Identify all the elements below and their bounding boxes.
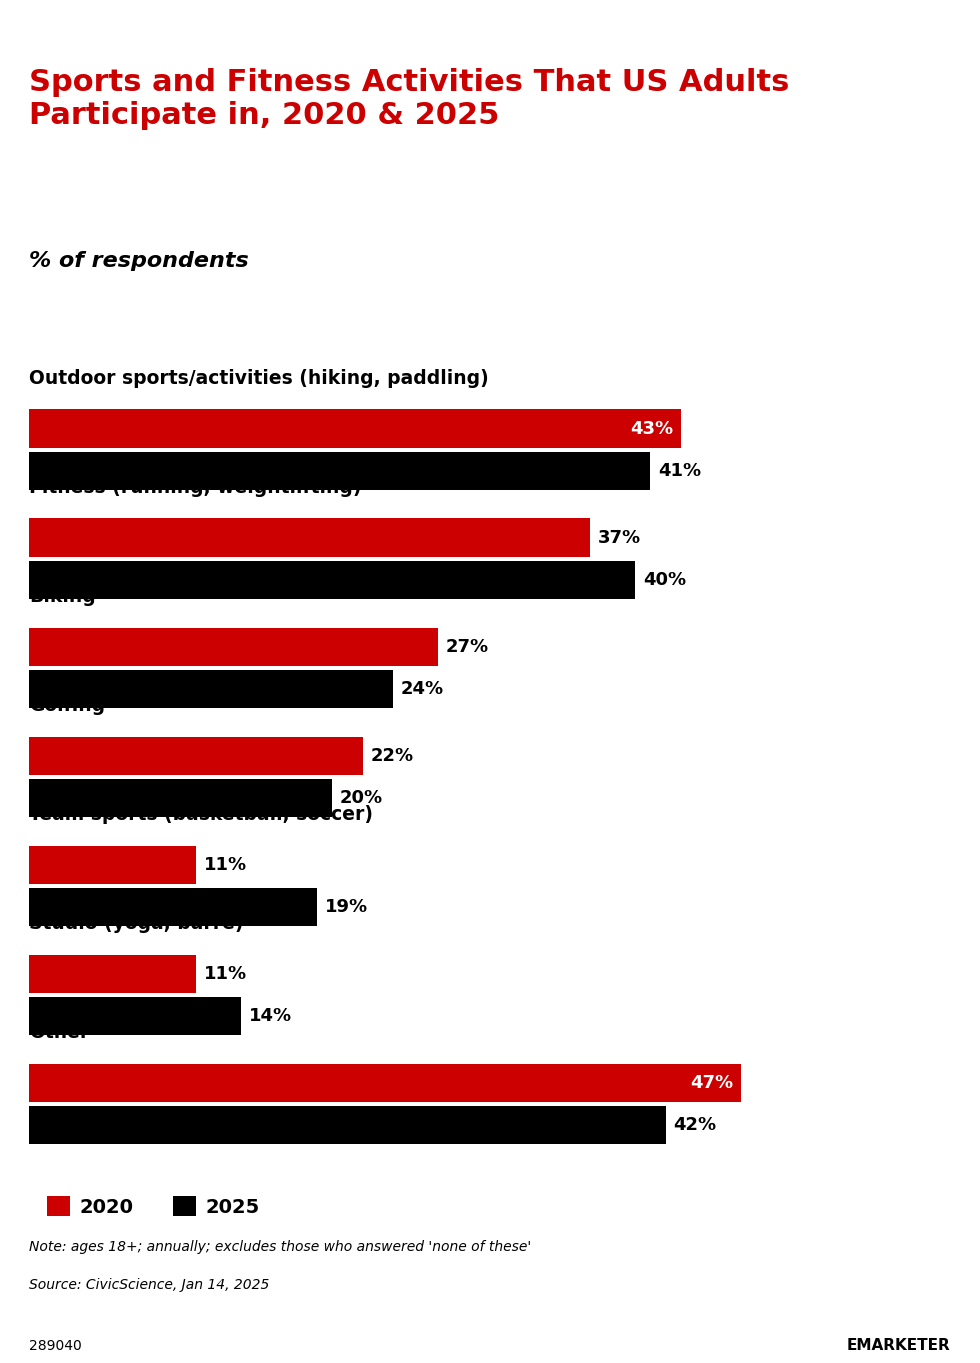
- Text: Golfing: Golfing: [29, 695, 106, 714]
- Bar: [29, 1107, 665, 1145]
- Text: EMARKETER: EMARKETER: [847, 1338, 951, 1353]
- Bar: [29, 889, 318, 927]
- Text: % of respondents: % of respondents: [29, 251, 249, 271]
- Legend: 2020, 2025: 2020, 2025: [39, 1189, 268, 1224]
- Bar: [29, 671, 393, 709]
- Text: 42%: 42%: [673, 1116, 716, 1134]
- Bar: [29, 845, 196, 883]
- Bar: [29, 409, 681, 447]
- Text: 24%: 24%: [401, 680, 444, 698]
- Text: 43%: 43%: [630, 420, 673, 438]
- Text: Source: CivicScience, Jan 14, 2025: Source: CivicScience, Jan 14, 2025: [29, 1278, 270, 1292]
- Text: 41%: 41%: [658, 462, 701, 480]
- Bar: [29, 453, 651, 491]
- Text: 47%: 47%: [691, 1074, 734, 1092]
- Bar: [29, 998, 241, 1036]
- Bar: [29, 562, 635, 600]
- Text: 19%: 19%: [324, 898, 368, 916]
- Bar: [29, 518, 590, 556]
- Text: Other: Other: [29, 1022, 89, 1041]
- Text: Studio (yoga, barre): Studio (yoga, barre): [29, 913, 244, 932]
- Bar: [29, 627, 438, 665]
- Text: 11%: 11%: [204, 856, 247, 874]
- Text: Outdoor sports/activities (hiking, paddling): Outdoor sports/activities (hiking, paddl…: [29, 368, 489, 387]
- Text: 20%: 20%: [340, 789, 383, 807]
- Text: Team sports (basketball, soccer): Team sports (basketball, soccer): [29, 804, 373, 823]
- Text: Fitness (running, weightlifting): Fitness (running, weightlifting): [29, 477, 362, 496]
- Bar: [29, 780, 332, 818]
- Bar: [29, 1063, 741, 1101]
- Text: 40%: 40%: [643, 571, 686, 589]
- Text: Note: ages 18+; annually; excludes those who answered 'none of these': Note: ages 18+; annually; excludes those…: [29, 1240, 531, 1254]
- Text: Biking: Biking: [29, 586, 96, 605]
- Text: 11%: 11%: [204, 965, 247, 983]
- Text: 22%: 22%: [370, 747, 414, 765]
- Text: Sports and Fitness Activities That US Adults
Participate in, 2020 & 2025: Sports and Fitness Activities That US Ad…: [29, 68, 790, 129]
- Text: 289040: 289040: [29, 1338, 82, 1353]
- Bar: [29, 954, 196, 992]
- Bar: [29, 736, 363, 774]
- Text: 37%: 37%: [598, 529, 641, 547]
- Text: 27%: 27%: [446, 638, 489, 656]
- Text: 14%: 14%: [249, 1007, 292, 1025]
